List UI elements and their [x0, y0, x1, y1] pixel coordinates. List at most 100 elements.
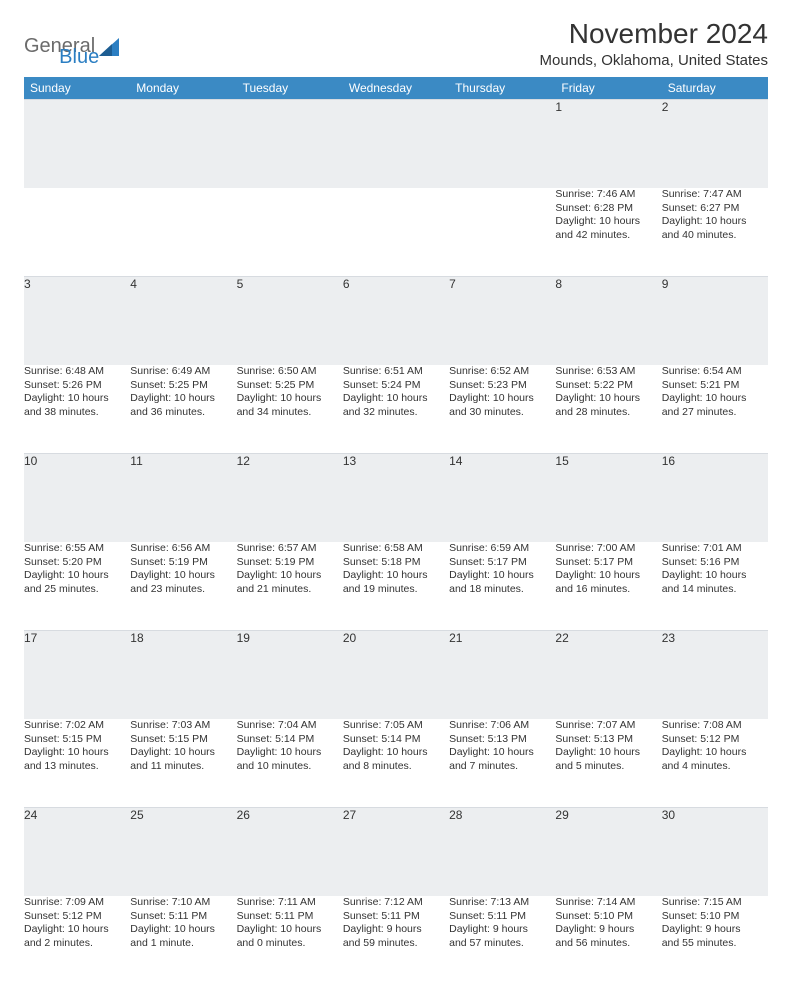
daylight-text: and 36 minutes. [130, 406, 236, 420]
day-detail-cell: Sunrise: 6:49 AMSunset: 5:25 PMDaylight:… [130, 365, 236, 454]
daylight-text: Daylight: 10 hours [130, 569, 236, 583]
sunset-text: Sunset: 5:10 PM [555, 910, 661, 924]
day-number-cell: 9 [662, 277, 768, 366]
daylight-text: and 0 minutes. [237, 937, 343, 951]
day-detail-cell: Sunrise: 7:04 AMSunset: 5:14 PMDaylight:… [237, 719, 343, 808]
sunrise-text: Sunrise: 7:07 AM [555, 719, 661, 733]
daylight-text: Daylight: 10 hours [662, 569, 768, 583]
sunrise-text: Sunrise: 7:15 AM [662, 896, 768, 910]
day-detail-cell: Sunrise: 6:57 AMSunset: 5:19 PMDaylight:… [237, 542, 343, 631]
day-detail-cell: Sunrise: 7:47 AMSunset: 6:27 PMDaylight:… [662, 188, 768, 277]
day-detail-cell: Sunrise: 7:10 AMSunset: 5:11 PMDaylight:… [130, 896, 236, 984]
detail-row: Sunrise: 6:48 AMSunset: 5:26 PMDaylight:… [24, 365, 768, 454]
day-number-cell: 27 [343, 808, 449, 897]
daylight-text: Daylight: 9 hours [343, 923, 449, 937]
day-number-cell: 19 [237, 631, 343, 720]
sunset-text: Sunset: 5:20 PM [24, 556, 130, 570]
day-detail-cell: Sunrise: 6:58 AMSunset: 5:18 PMDaylight:… [343, 542, 449, 631]
calendar-table: Sunday Monday Tuesday Wednesday Thursday… [24, 77, 768, 984]
sunrise-text: Sunrise: 7:09 AM [24, 896, 130, 910]
daylight-text: and 5 minutes. [555, 760, 661, 774]
day-detail-cell: Sunrise: 7:08 AMSunset: 5:12 PMDaylight:… [662, 719, 768, 808]
sunrise-text: Sunrise: 6:49 AM [130, 365, 236, 379]
daylight-text: Daylight: 10 hours [662, 392, 768, 406]
daynum-row: 3456789 [24, 277, 768, 366]
day-detail-cell: Sunrise: 7:12 AMSunset: 5:11 PMDaylight:… [343, 896, 449, 984]
daynum-row: 17181920212223 [24, 631, 768, 720]
day-number-cell: 2 [662, 100, 768, 189]
day-number-cell [24, 100, 130, 189]
day-number-cell: 21 [449, 631, 555, 720]
title-block: November 2024 Mounds, Oklahoma, United S… [540, 18, 768, 69]
daylight-text: Daylight: 10 hours [662, 215, 768, 229]
day-detail-cell: Sunrise: 7:15 AMSunset: 5:10 PMDaylight:… [662, 896, 768, 984]
daylight-text: Daylight: 9 hours [662, 923, 768, 937]
sunrise-text: Sunrise: 7:03 AM [130, 719, 236, 733]
weekday-header: Tuesday [237, 77, 343, 100]
day-number-cell [449, 100, 555, 189]
day-number-cell: 10 [24, 454, 130, 543]
day-number-cell: 30 [662, 808, 768, 897]
sunset-text: Sunset: 5:24 PM [343, 379, 449, 393]
daylight-text: and 25 minutes. [24, 583, 130, 597]
sunset-text: Sunset: 6:28 PM [555, 202, 661, 216]
daylight-text: Daylight: 10 hours [343, 746, 449, 760]
sunrise-text: Sunrise: 6:57 AM [237, 542, 343, 556]
sunset-text: Sunset: 5:11 PM [130, 910, 236, 924]
day-detail-cell: Sunrise: 7:05 AMSunset: 5:14 PMDaylight:… [343, 719, 449, 808]
daylight-text: Daylight: 10 hours [449, 746, 555, 760]
daylight-text: and 42 minutes. [555, 229, 661, 243]
sunset-text: Sunset: 5:14 PM [343, 733, 449, 747]
daylight-text: and 28 minutes. [555, 406, 661, 420]
day-detail-cell [237, 188, 343, 277]
sunrise-text: Sunrise: 7:01 AM [662, 542, 768, 556]
month-title: November 2024 [540, 18, 768, 50]
sunrise-text: Sunrise: 7:10 AM [130, 896, 236, 910]
weekday-header: Wednesday [343, 77, 449, 100]
daylight-text: Daylight: 10 hours [662, 746, 768, 760]
day-number-cell: 4 [130, 277, 236, 366]
sunset-text: Sunset: 6:27 PM [662, 202, 768, 216]
day-number-cell: 28 [449, 808, 555, 897]
day-detail-cell: Sunrise: 7:03 AMSunset: 5:15 PMDaylight:… [130, 719, 236, 808]
day-detail-cell: Sunrise: 7:02 AMSunset: 5:15 PMDaylight:… [24, 719, 130, 808]
daylight-text: and 18 minutes. [449, 583, 555, 597]
detail-row: Sunrise: 6:55 AMSunset: 5:20 PMDaylight:… [24, 542, 768, 631]
day-number-cell: 12 [237, 454, 343, 543]
sunset-text: Sunset: 5:13 PM [555, 733, 661, 747]
daylight-text: and 21 minutes. [237, 583, 343, 597]
daylight-text: Daylight: 10 hours [130, 746, 236, 760]
daylight-text: Daylight: 10 hours [343, 392, 449, 406]
logo-word-2: Blue [59, 46, 99, 69]
day-number-cell [343, 100, 449, 189]
sunrise-text: Sunrise: 7:47 AM [662, 188, 768, 202]
daylight-text: and 2 minutes. [24, 937, 130, 951]
day-number-cell: 7 [449, 277, 555, 366]
day-number-cell: 6 [343, 277, 449, 366]
daylight-text: Daylight: 10 hours [555, 392, 661, 406]
day-number-cell: 15 [555, 454, 661, 543]
daylight-text: Daylight: 10 hours [24, 746, 130, 760]
sunset-text: Sunset: 5:14 PM [237, 733, 343, 747]
daylight-text: Daylight: 9 hours [555, 923, 661, 937]
daynum-row: 24252627282930 [24, 808, 768, 897]
header: General Blue November 2024 Mounds, Oklah… [24, 18, 768, 69]
sunset-text: Sunset: 5:26 PM [24, 379, 130, 393]
detail-row: Sunrise: 7:46 AMSunset: 6:28 PMDaylight:… [24, 188, 768, 277]
daylight-text: and 13 minutes. [24, 760, 130, 774]
daylight-text: Daylight: 10 hours [130, 923, 236, 937]
daylight-text: and 56 minutes. [555, 937, 661, 951]
sunset-text: Sunset: 5:22 PM [555, 379, 661, 393]
day-number-cell: 20 [343, 631, 449, 720]
day-detail-cell [343, 188, 449, 277]
weekday-header: Friday [555, 77, 661, 100]
day-detail-cell: Sunrise: 7:00 AMSunset: 5:17 PMDaylight:… [555, 542, 661, 631]
day-detail-cell: Sunrise: 6:51 AMSunset: 5:24 PMDaylight:… [343, 365, 449, 454]
daylight-text: Daylight: 10 hours [237, 569, 343, 583]
weekday-header: Saturday [662, 77, 768, 100]
sunrise-text: Sunrise: 6:59 AM [449, 542, 555, 556]
daylight-text: Daylight: 10 hours [237, 746, 343, 760]
daynum-row: 12 [24, 100, 768, 189]
location: Mounds, Oklahoma, United States [540, 52, 768, 69]
sail-icon [99, 38, 119, 56]
